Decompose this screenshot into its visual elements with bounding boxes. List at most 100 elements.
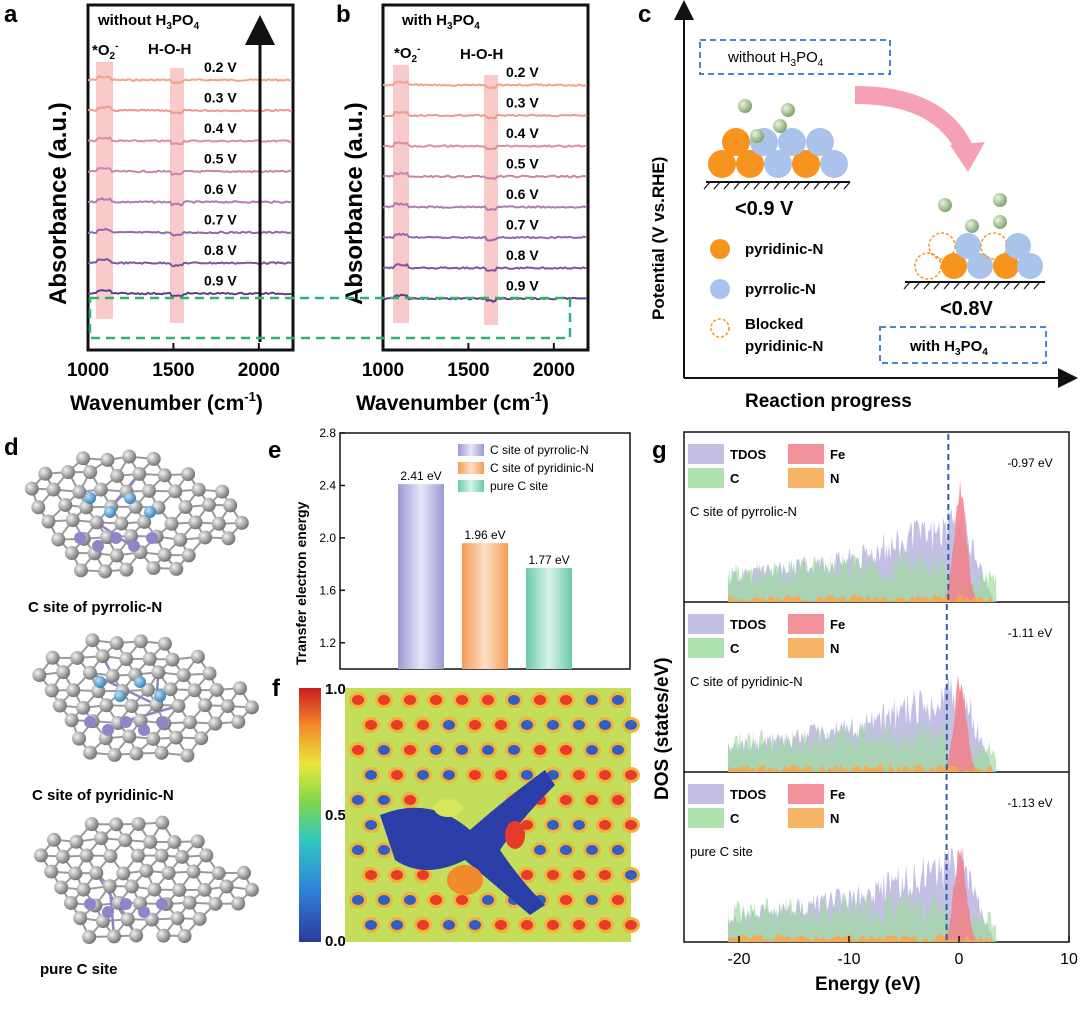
atom-carbon [181, 548, 196, 563]
legend-swatch [788, 808, 824, 828]
box-with-text: with H3PO4 [909, 338, 988, 358]
legend-label: C site of pyrrolic-N [490, 443, 589, 457]
spectrum-line [87, 166, 293, 176]
atom-carbon [124, 529, 139, 544]
atom-iron [92, 540, 104, 552]
elf-blob [573, 770, 585, 780]
elf-blob [404, 745, 416, 755]
fermi-level-label: -1.11 eV [1008, 626, 1052, 640]
elf-blob [378, 695, 390, 705]
atom-iron [102, 906, 114, 918]
atom-carbon [94, 831, 109, 846]
atom-carbon [219, 879, 234, 894]
spectrum-line [87, 197, 293, 207]
atom-carbon [178, 500, 193, 515]
legend-swatch [688, 444, 724, 464]
colorbar [299, 688, 321, 942]
atom-carbon [143, 834, 158, 849]
colorbar-tick-max: 1.0 [325, 681, 346, 698]
elf-blob [573, 820, 585, 830]
atom-carbon [32, 668, 47, 683]
atom-carbon [83, 465, 98, 480]
potential-label: 0.3 V [204, 90, 237, 106]
atom-carbon [58, 497, 73, 512]
elf-blob [404, 695, 416, 705]
surface-right [903, 193, 1045, 290]
atom-carbon [182, 715, 197, 730]
atom-carbon [190, 649, 205, 664]
band-label-o2-b: *O2- [394, 44, 420, 65]
legend-label: Fe [830, 447, 845, 462]
panel-label-g: g [652, 437, 667, 464]
elf-blob [417, 870, 429, 880]
atom-carbon [209, 682, 224, 697]
atom-carbon [170, 911, 185, 926]
atom-carbon [124, 699, 139, 714]
atom-carbon [99, 698, 114, 713]
atom-carbon [221, 531, 236, 546]
subpanel-label: C site of pyridinic-N [690, 674, 803, 689]
legend-swatch [458, 462, 484, 474]
atom-carbon [41, 514, 56, 529]
bar-value-label: 1.96 eV [464, 528, 505, 542]
atom-adsorbate [773, 119, 787, 133]
elf-blob [625, 820, 637, 830]
legend-swatch [788, 468, 824, 488]
atom-carbon [140, 682, 155, 697]
ylabel-g: DOS (states/eV) [652, 657, 673, 800]
tick-label: 10 [1060, 951, 1078, 968]
atom-carbon [187, 683, 202, 698]
elf-blob [404, 895, 416, 905]
atom-carbon [190, 834, 205, 849]
atom-carbon [64, 713, 79, 728]
elf-blob [612, 895, 624, 905]
elf-blob [599, 720, 611, 730]
atom-pyridinic [736, 150, 764, 178]
elf-blob [547, 920, 559, 930]
atom-carbon [89, 515, 104, 530]
elf-blob [365, 870, 377, 880]
elf-blob [599, 820, 611, 830]
elf-high-spot [447, 865, 483, 895]
atom-carbon [72, 484, 87, 499]
elf-blob [378, 845, 390, 855]
atom-carbon [223, 498, 238, 513]
atom-pyridinic [792, 150, 820, 178]
legend-label: C site of pyridinic-N [490, 461, 594, 475]
elf-blob [365, 920, 377, 930]
ylabel-b: Absorbance (a.u.) [341, 102, 368, 305]
atom-nitrogen [114, 690, 126, 702]
elf-blob [612, 795, 624, 805]
potential-label: 0.6 V [506, 186, 539, 202]
potential-label: 0.5 V [506, 156, 539, 172]
bar [526, 568, 572, 669]
elf-blob [495, 720, 507, 730]
spectrum-line [382, 232, 588, 242]
elf-blob [534, 845, 546, 855]
elf-high-spot [505, 821, 525, 849]
panel-f: f 1.0 0.5 0.0 [272, 675, 640, 950]
legend-label: N [830, 811, 839, 826]
atom-nitrogen [134, 676, 146, 688]
legend-pyridinic: pyridinic-N [745, 241, 823, 258]
atom-carbon [188, 515, 203, 530]
atom-carbon [63, 895, 78, 910]
atom-carbon [65, 513, 80, 528]
atom-carbon [93, 482, 108, 497]
atom-carbon [180, 748, 195, 763]
atom-carbon [44, 864, 59, 879]
atom-carbon [124, 879, 139, 894]
elf-blob [378, 745, 390, 755]
atom-adsorbate [750, 129, 764, 143]
atom-carbon [33, 848, 48, 863]
elf-blob [599, 920, 611, 930]
atom-carbon [114, 516, 129, 531]
atom-carbon [79, 848, 94, 863]
atom-carbon [172, 882, 187, 897]
fermi-level-label: -0.97 eV [1007, 456, 1052, 470]
dos-area-fe [904, 847, 976, 942]
band-hoh-a [170, 68, 184, 323]
atom-carbon [208, 716, 223, 731]
atom-carbon [110, 468, 125, 483]
legend-swatch-blocked [710, 318, 730, 338]
